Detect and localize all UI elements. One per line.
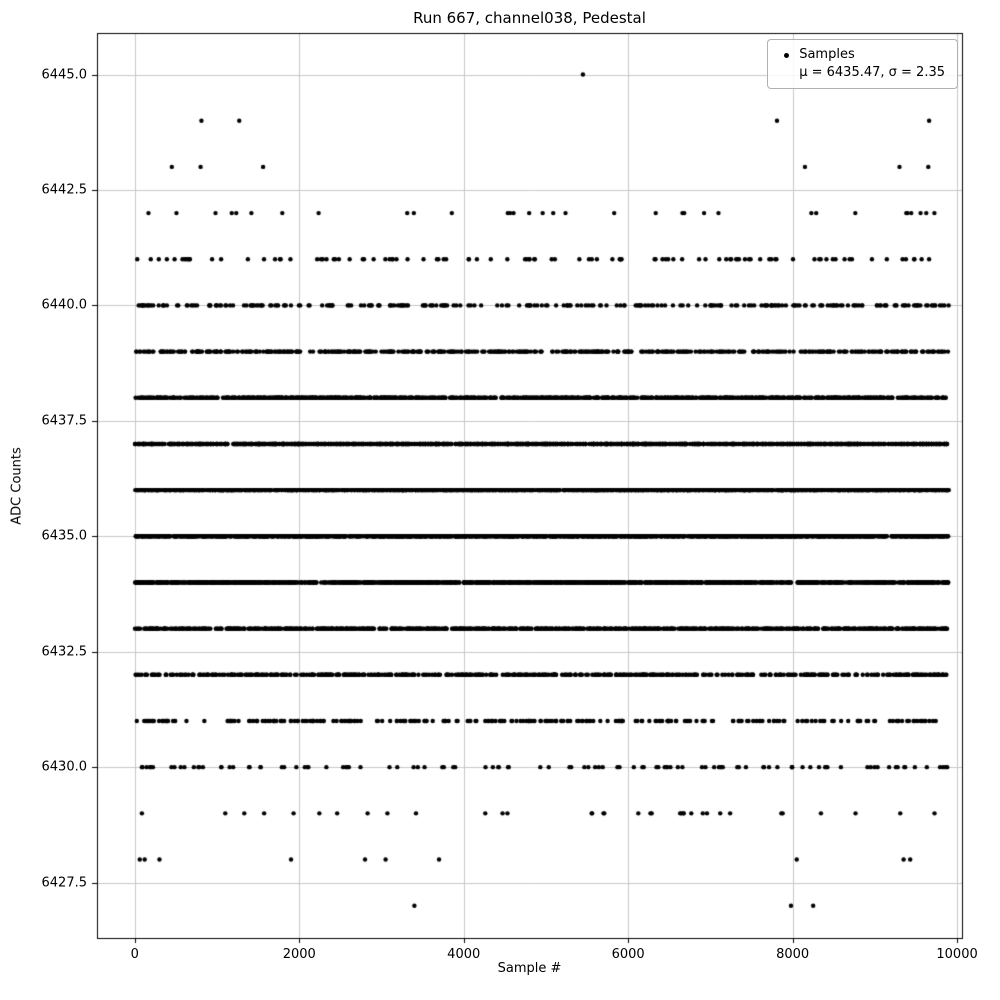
chart-title: Run 667, channel038, Pedestal — [413, 9, 646, 27]
legend-text: Samples μ = 6435.47, σ = 2.35 — [799, 46, 945, 82]
sample-marker-icon — [784, 53, 790, 58]
legend: Samples μ = 6435.47, σ = 2.35 — [767, 39, 958, 89]
y-axis-label: ADC Counts — [9, 447, 25, 525]
x-axis-label: Sample # — [497, 961, 562, 976]
legend-stats: μ = 6435.47, σ = 2.35 — [799, 65, 945, 80]
legend-label: Samples — [799, 47, 855, 62]
